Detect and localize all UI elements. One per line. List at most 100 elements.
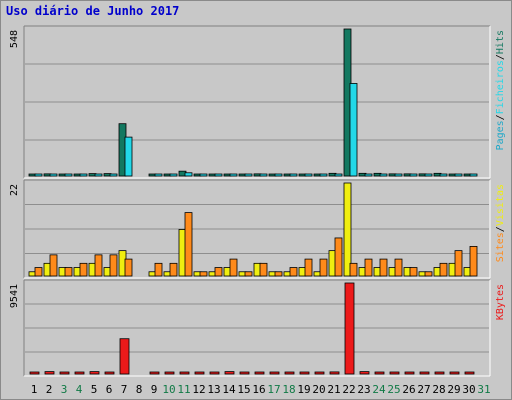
bar-kbytes-day-18 bbox=[284, 371, 295, 375]
bar-kbytes-day-22 bbox=[344, 282, 355, 375]
bar-sites-day-16 bbox=[259, 262, 268, 277]
bar-files-day-16 bbox=[259, 173, 268, 177]
bar-sites-day-19 bbox=[304, 258, 313, 277]
bar-sites-day-3 bbox=[64, 267, 73, 277]
bar-files-day-4 bbox=[79, 173, 88, 177]
x-tick-label: 14 bbox=[222, 383, 236, 396]
bar-sites-day-10 bbox=[169, 262, 178, 277]
bar-kbytes-day-3 bbox=[59, 371, 70, 375]
bar-files-day-1 bbox=[34, 173, 43, 177]
bar-kbytes-day-2 bbox=[44, 371, 55, 375]
bar-sites-day-7 bbox=[124, 258, 133, 277]
panel-bottom: 9541 KBytes bbox=[9, 279, 506, 377]
bar-kbytes-day-29 bbox=[449, 371, 460, 375]
x-tick-label: 18 bbox=[282, 383, 295, 396]
bar-files-day-22 bbox=[349, 83, 358, 177]
bar-files-day-19 bbox=[304, 173, 313, 177]
bar-kbytes-day-25 bbox=[389, 371, 400, 375]
x-tick-label: 25 bbox=[387, 383, 400, 396]
bar-kbytes-day-19 bbox=[299, 371, 310, 375]
chart-title: Uso diário de Junho 2017 bbox=[6, 4, 180, 18]
bar-files-day-2 bbox=[49, 173, 58, 177]
bar-files-day-30 bbox=[469, 173, 478, 177]
bar-files-day-12 bbox=[199, 173, 208, 177]
legend: Sites/Visitas bbox=[495, 184, 506, 262]
bar-sites-day-6 bbox=[109, 254, 118, 277]
y-max-label: 548 bbox=[9, 30, 20, 48]
bar-sites-day-20 bbox=[319, 258, 328, 277]
bar-sites-day-12 bbox=[199, 271, 208, 277]
bar-kbytes-day-30 bbox=[464, 371, 475, 375]
x-tick-label: 31 bbox=[477, 383, 490, 396]
bar-kbytes-day-1 bbox=[29, 371, 40, 375]
bar-kbytes-day-21 bbox=[329, 371, 340, 375]
bar-files-day-3 bbox=[64, 173, 73, 177]
legend-entry: / bbox=[495, 54, 506, 60]
x-tick-label: 28 bbox=[432, 383, 445, 396]
bar-kbytes-day-20 bbox=[314, 371, 325, 375]
x-tick-label: 20 bbox=[312, 383, 325, 396]
legend-entry: Ficheiros bbox=[495, 60, 506, 114]
x-tick-label: 19 bbox=[297, 383, 310, 396]
bar-files-day-17 bbox=[274, 173, 283, 177]
legend: KBytes bbox=[495, 284, 506, 320]
x-tick-label: 21 bbox=[327, 383, 340, 396]
bar-files-day-20 bbox=[319, 173, 328, 177]
bar-sites-day-14 bbox=[229, 258, 238, 277]
bar-visits-day-22 bbox=[343, 182, 352, 277]
x-tick-label: 9 bbox=[151, 383, 158, 396]
bar-kbytes-day-11 bbox=[179, 371, 190, 375]
x-tick-label: 3 bbox=[61, 383, 68, 396]
bar-sites-day-17 bbox=[274, 271, 283, 277]
bar-files-day-25 bbox=[394, 173, 403, 177]
bar-kbytes-day-23 bbox=[359, 371, 370, 375]
bar-files-day-7 bbox=[124, 136, 133, 177]
x-tick-label: 11 bbox=[177, 383, 190, 396]
bar-kbytes-day-17 bbox=[269, 371, 280, 375]
bar-files-day-27 bbox=[424, 173, 433, 177]
bar-sites-day-9 bbox=[154, 262, 163, 277]
bar-files-day-18 bbox=[289, 173, 298, 177]
bar-kbytes-day-27 bbox=[419, 371, 430, 375]
legend: Pages/Ficheiros/Hits bbox=[495, 30, 506, 150]
bar-files-day-6 bbox=[109, 173, 118, 177]
bar-files-day-28 bbox=[439, 173, 448, 177]
legend-entry: Visitas bbox=[495, 184, 506, 226]
bar-files-day-23 bbox=[364, 173, 373, 177]
bar-sites-day-30 bbox=[469, 246, 478, 277]
bar-kbytes-day-13 bbox=[209, 371, 220, 375]
bar-kbytes-day-9 bbox=[149, 371, 160, 375]
bar-sites-day-24 bbox=[379, 258, 388, 277]
bar-kbytes-day-7 bbox=[119, 338, 130, 375]
bar-sites-day-15 bbox=[244, 271, 253, 277]
bar-files-day-29 bbox=[454, 173, 463, 177]
y-max-label: 9541 bbox=[9, 284, 20, 308]
bar-sites-day-4 bbox=[79, 262, 88, 277]
panel-top: 548 Pages/Ficheiros/Hits bbox=[9, 25, 506, 179]
bar-sites-day-11 bbox=[184, 212, 193, 277]
x-tick-label: 13 bbox=[207, 383, 220, 396]
panel-middle: 22 Sites/Visitas bbox=[9, 179, 506, 279]
bar-files-day-24 bbox=[379, 173, 388, 177]
x-tick-label: 29 bbox=[447, 383, 460, 396]
legend-entry: Pages bbox=[495, 120, 506, 150]
bar-sites-day-25 bbox=[394, 258, 403, 277]
bar-sites-day-21 bbox=[334, 237, 343, 277]
legend-entry: / bbox=[495, 114, 506, 120]
bar-kbytes-day-10 bbox=[164, 371, 175, 375]
bar-files-day-14 bbox=[229, 173, 238, 177]
legend-entry: Sites bbox=[495, 232, 506, 262]
bar-kbytes-day-12 bbox=[194, 371, 205, 375]
x-tick-label: 23 bbox=[357, 383, 370, 396]
x-tick-label: 1 bbox=[31, 383, 38, 396]
bar-kbytes-day-28 bbox=[434, 371, 445, 375]
x-tick-label: 5 bbox=[91, 383, 98, 396]
bar-sites-day-5 bbox=[94, 254, 103, 277]
bar-files-day-21 bbox=[334, 173, 343, 177]
bar-files-day-13 bbox=[214, 173, 223, 177]
x-tick-label: 17 bbox=[267, 383, 280, 396]
x-tick-label: 7 bbox=[121, 383, 128, 396]
legend-entry: / bbox=[495, 226, 506, 232]
bar-sites-day-18 bbox=[289, 267, 298, 277]
